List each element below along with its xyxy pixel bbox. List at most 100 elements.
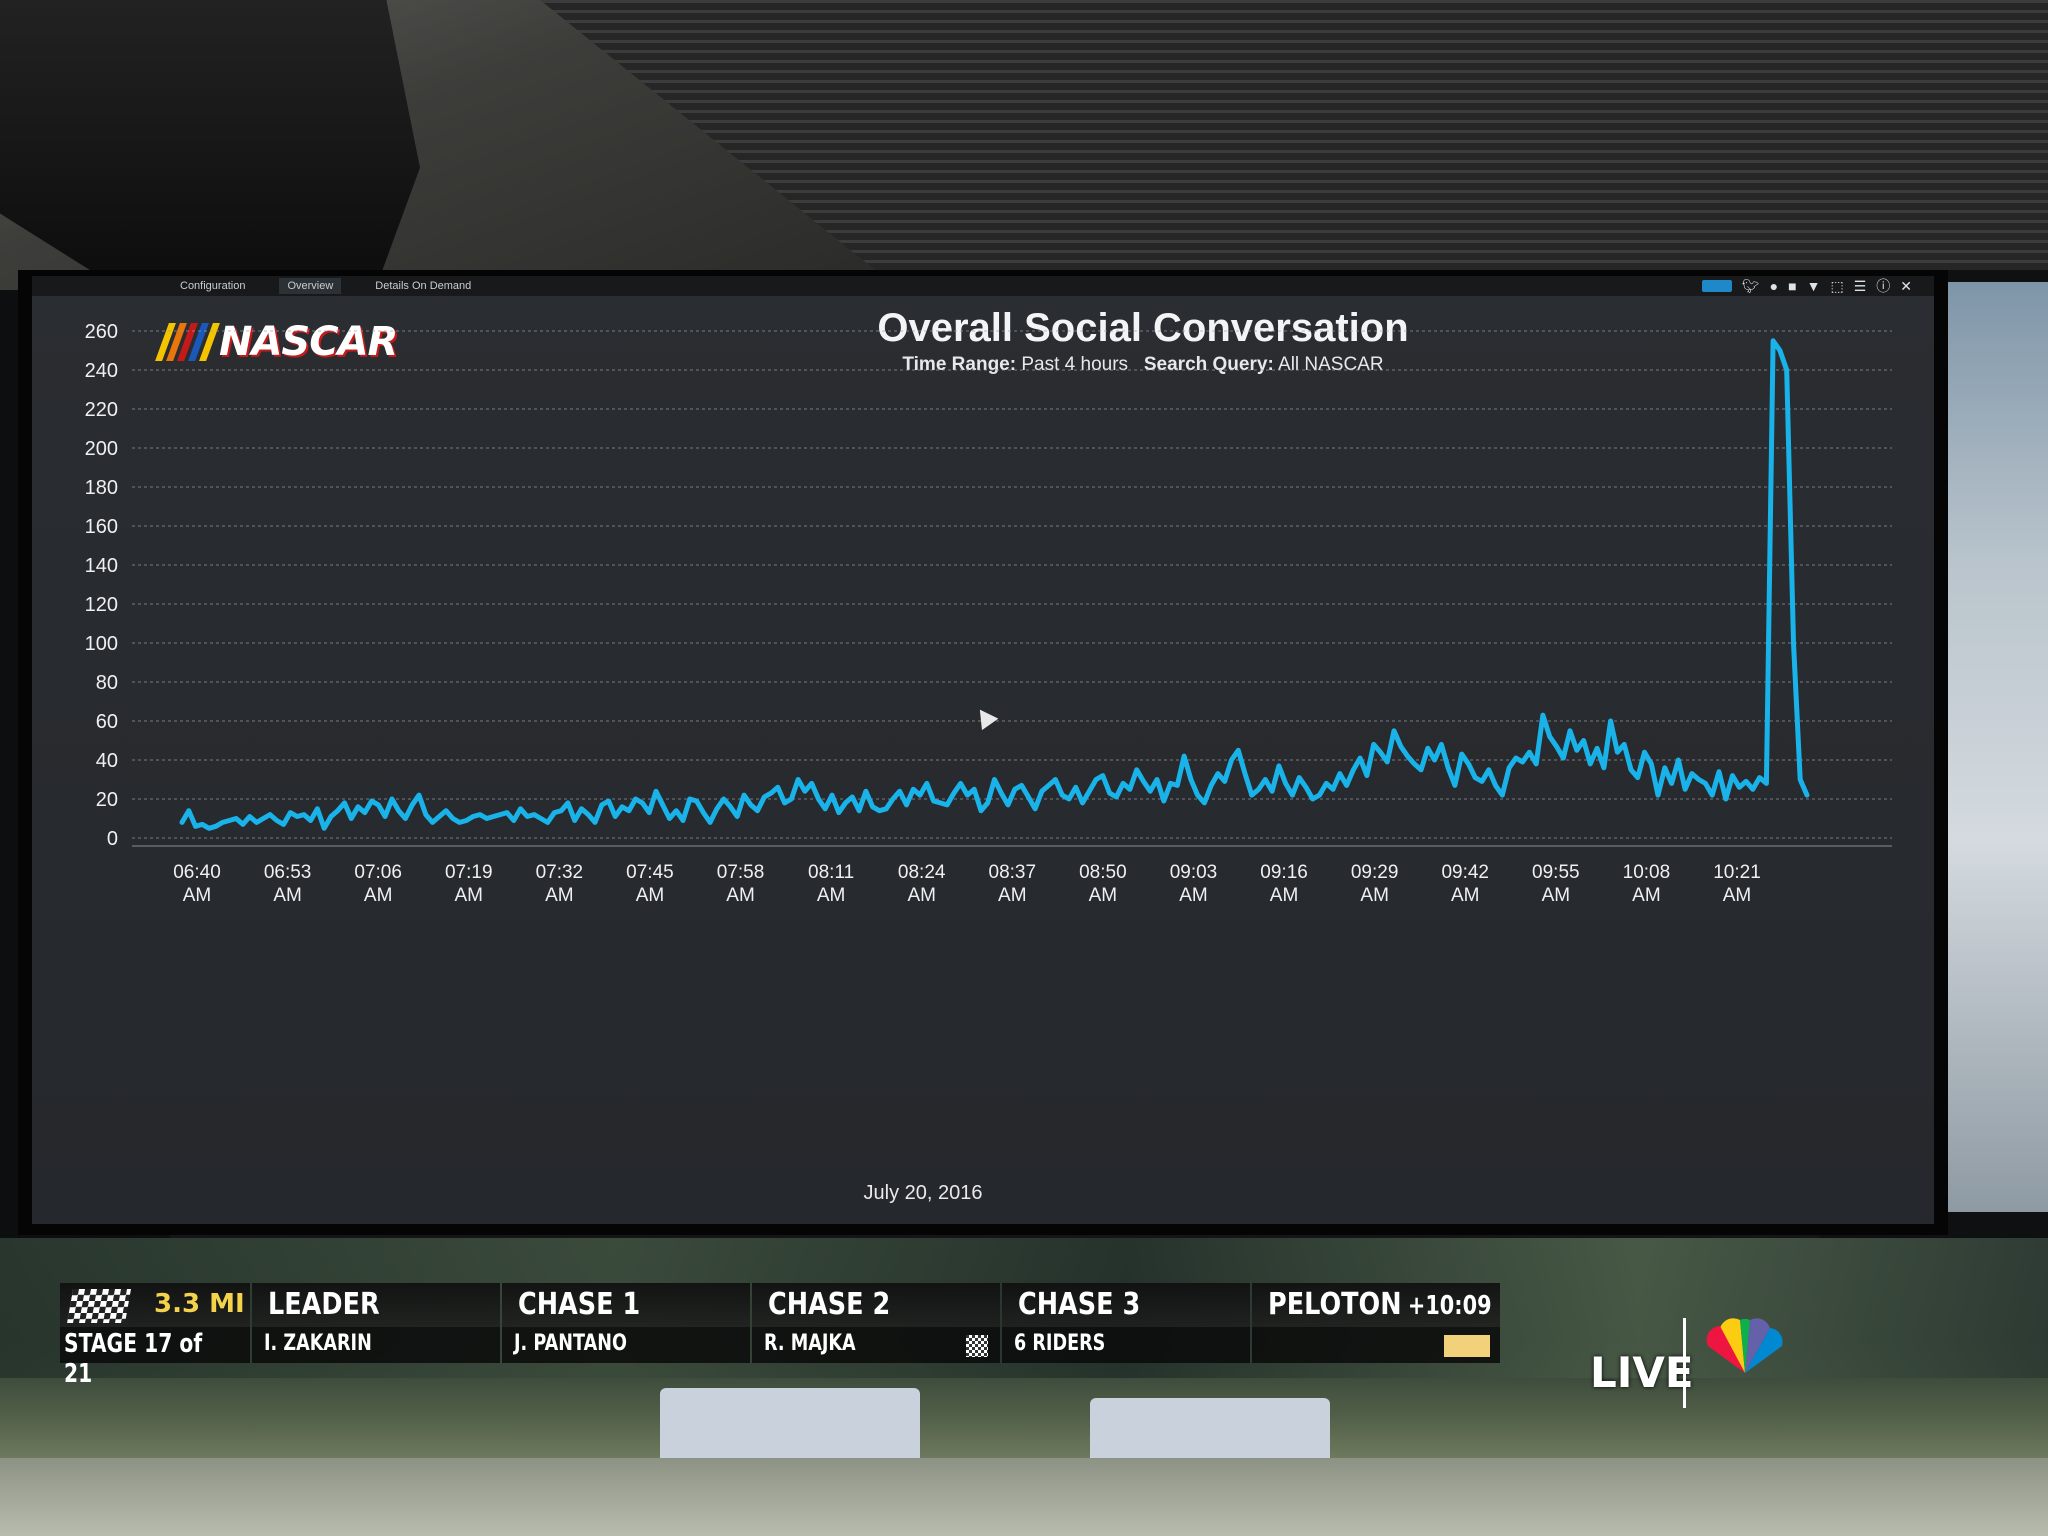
group-head: CHASE 3 <box>1018 1287 1141 1322</box>
menu-icon[interactable]: ☰ <box>1853 278 1867 294</box>
series-line <box>179 338 1810 831</box>
ticker-sub <box>752 1327 1000 1363</box>
ticker-sub <box>60 1327 250 1363</box>
x-tick-label: 09:16 <box>1260 862 1308 883</box>
ticker-chase3-cell: CHASE 3 6 RIDERS <box>966 1283 1250 1369</box>
nascar-logo: NASCAR <box>155 316 442 368</box>
twitter-icon[interactable]: 🐦︎ <box>1741 278 1760 294</box>
ticker-bar <box>252 1283 500 1327</box>
x-tick-label: 07:58 <box>717 862 765 883</box>
time-range-value: Past 4 hours <box>1021 354 1129 375</box>
y-tick-label: 100 <box>85 633 118 655</box>
x-tick-label: 09:29 <box>1351 862 1399 883</box>
tab-details-on-demand[interactable]: Details On Demand <box>375 280 472 292</box>
x-tick-label: 07:32 <box>536 862 584 883</box>
ticker-bar <box>1002 1283 1250 1327</box>
x-tick-label: 08:50 <box>1079 862 1127 883</box>
group-head: LEADER <box>268 1287 380 1322</box>
x-axis-label: July 20, 2016 <box>863 1182 983 1204</box>
user-icon[interactable]: ● <box>1769 278 1779 294</box>
ticker-chase2-cell: CHASE 2 R. MAJKA <box>752 1283 1000 1369</box>
dashboard-screen: Configuration Overview Details On Demand… <box>32 276 1934 1224</box>
close-icon[interactable]: ✕ <box>1900 278 1912 294</box>
x-tick-label-ampm: AM <box>1451 885 1480 906</box>
x-tick-label-ampm: AM <box>998 885 1027 906</box>
x-tick-label-ampm: AM <box>273 885 302 906</box>
road <box>0 1458 2048 1536</box>
x-tick-label: 07:19 <box>445 862 493 883</box>
ticker-bar <box>1252 1283 1500 1327</box>
x-tick-label: 09:55 <box>1532 862 1580 883</box>
help-icon[interactable]: ⓘ <box>1876 278 1891 294</box>
distance-remaining: 3.3 MI <box>154 1289 245 1319</box>
tab-strip: Configuration Overview Details On Demand… <box>32 276 1934 296</box>
group-head: CHASE 2 <box>768 1287 891 1322</box>
peloton-gap: +10:09 <box>1408 1291 1492 1321</box>
feather-red <box>1706 1326 1745 1373</box>
broadcast-feed: 3.3 MI STAGE 17 of 21 LEADER I. ZAKARIN … <box>0 1238 2048 1536</box>
y-tick-label: 260 <box>85 321 118 343</box>
x-tick-label: 09:42 <box>1441 862 1489 883</box>
select-icon[interactable]: ⬚ <box>1830 278 1844 294</box>
live-divider <box>1683 1318 1686 1408</box>
ticker-bar <box>752 1283 1000 1327</box>
y-tick-label: 0 <box>107 828 118 850</box>
nbc-peacock-icon <box>1706 1318 1783 1373</box>
y-tick-label: 240 <box>85 360 118 382</box>
group-head: PELOTON <box>1268 1287 1402 1322</box>
ticker-stage-cell: 3.3 MI STAGE 17 of 21 <box>60 1283 250 1389</box>
y-tick-label: 20 <box>96 789 118 811</box>
ticker-bar <box>502 1283 750 1327</box>
y-tick-label: 180 <box>85 477 118 499</box>
x-tick-label-ampm: AM <box>817 885 846 906</box>
group-name: R. MAJKA <box>764 1331 856 1356</box>
toolbar: 🐦︎ ● ■ ▼ ⬚ ☰ ⓘ ✕ <box>1701 278 1912 294</box>
x-tick-label-ampm: AM <box>1632 885 1661 906</box>
y-tick-label: 160 <box>85 516 118 538</box>
x-tick-label: 10:21 <box>1713 862 1761 883</box>
bookmark-icon[interactable]: ■ <box>1788 278 1797 294</box>
social-line-chart: 0 20 40 60 80 100 120 140 160 180 200 220 240 260 06:4… <box>85 321 1892 906</box>
x-tick-label: 07:45 <box>626 862 674 883</box>
x-tick-label-ampm: AM <box>1360 885 1389 906</box>
mini-flag-icon <box>966 1335 988 1357</box>
ticker-chase1-cell: CHASE 1 J. PANTANO <box>502 1283 750 1369</box>
tab-configuration[interactable]: Configuration <box>180 280 246 292</box>
y-tick-label: 220 <box>85 399 118 421</box>
ticker-peloton-cell: PELOTON +10:09 <box>1252 1283 1500 1369</box>
x-tick-label-ampm: AM <box>1723 885 1752 906</box>
stage-label: STAGE 17 of 21 <box>64 1329 203 1389</box>
chart-title: Overall Social Conversation <box>877 306 1409 350</box>
x-tick-label: 10:08 <box>1623 862 1671 883</box>
ticker-sub <box>1002 1327 1250 1363</box>
x-tick-label: 08:37 <box>989 862 1037 883</box>
tab-overview[interactable]: Overview <box>279 278 342 294</box>
ticker-sub <box>252 1327 500 1363</box>
x-tick-label-ampm: AM <box>1542 885 1571 906</box>
group-name: 6 RIDERS <box>1014 1331 1106 1356</box>
y-tick-label: 200 <box>85 438 118 460</box>
x-tick-label-ampm: AM <box>183 885 212 906</box>
x-tick-label: 06:53 <box>264 862 312 883</box>
x-tick-label-ampm: AM <box>364 885 393 906</box>
group-name: J. PANTANO <box>514 1331 627 1356</box>
x-tick-label: 09:03 <box>1170 862 1218 883</box>
logo-text: NASCAR <box>219 319 398 365</box>
filter-icon[interactable]: ▼ <box>1806 278 1821 294</box>
ceiling-camera <box>0 0 420 305</box>
ticker-leader-cell: LEADER I. ZAKARIN <box>252 1283 500 1369</box>
live-badge: LIVE <box>1590 1348 1694 1397</box>
feather-green <box>1740 1318 1750 1373</box>
x-tick-label-ampm: AM <box>1179 885 1208 906</box>
x-tick-label-ampm: AM <box>455 885 484 906</box>
feather-yellow <box>1720 1318 1745 1373</box>
x-tick-label-ampm: AM <box>726 885 755 906</box>
checkered-flag-icon <box>67 1289 131 1323</box>
y-tick-label: 120 <box>85 594 118 616</box>
x-tick-label-ampm: AM <box>1270 885 1299 906</box>
x-tick-label: 08:24 <box>898 862 946 883</box>
x-tick-label: 08:11 <box>808 862 854 883</box>
live-pill-icon[interactable] <box>1701 280 1732 292</box>
race-ticker: 3.3 MI STAGE 17 of 21 LEADER I. ZAKARIN … <box>60 1283 1500 1389</box>
group-head: CHASE 1 <box>518 1287 641 1322</box>
